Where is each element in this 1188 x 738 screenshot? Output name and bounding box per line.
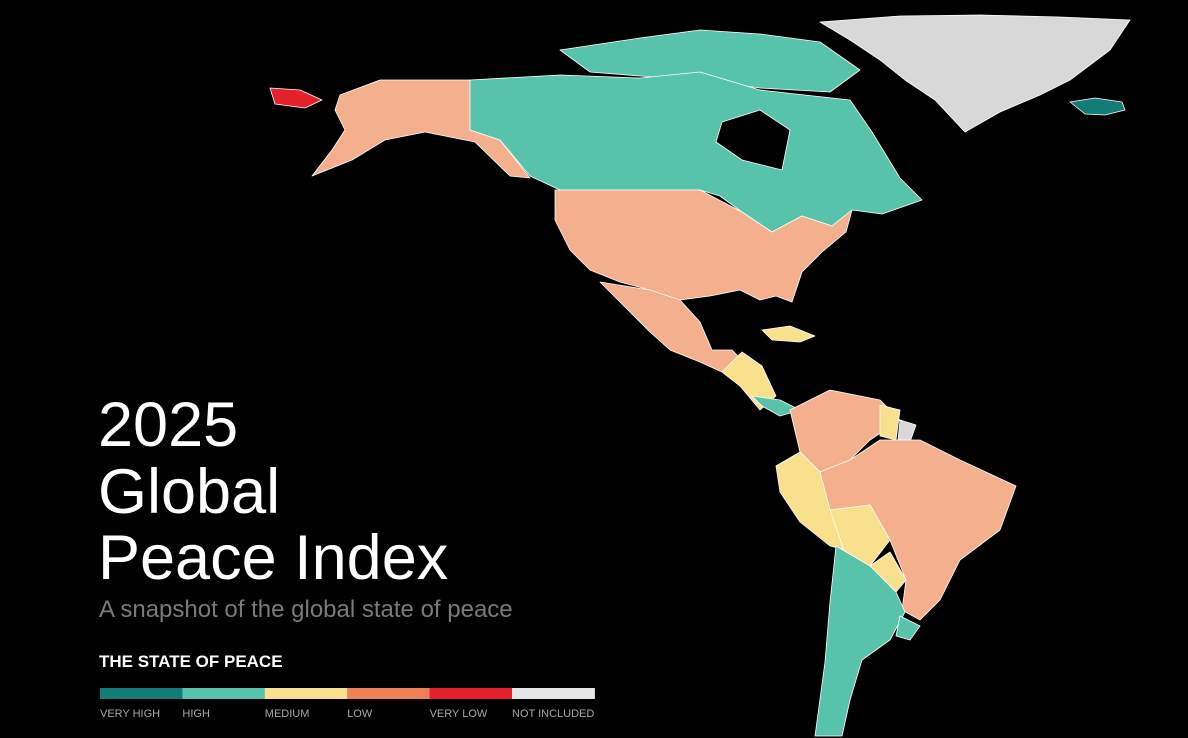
legend-swatch bbox=[347, 688, 431, 699]
greenland bbox=[819, 14, 1131, 133]
legend-swatch bbox=[182, 688, 266, 699]
title-line: Peace Index bbox=[98, 523, 448, 593]
uruguay bbox=[895, 615, 921, 641]
legend-label: NOT INCLUDED bbox=[512, 708, 594, 720]
legend-swatch bbox=[512, 688, 595, 699]
legend-swatch bbox=[100, 688, 183, 699]
subtitle: A snapshot of the global state of peace bbox=[99, 596, 513, 623]
legend-label: LOW bbox=[347, 708, 373, 720]
map bbox=[269, 14, 1131, 737]
arctic-islands bbox=[559, 29, 861, 93]
argentina-chile bbox=[814, 545, 906, 737]
iceland bbox=[1069, 97, 1126, 116]
legend-swatch bbox=[429, 688, 513, 699]
costa-rica-panama bbox=[751, 395, 801, 417]
bolivia bbox=[829, 504, 891, 567]
central-america bbox=[721, 351, 777, 411]
legend-label: MEDIUM bbox=[265, 708, 310, 720]
usa bbox=[554, 189, 853, 307]
caribbean bbox=[761, 325, 816, 343]
legend-heading: THE STATE OF PEACE bbox=[99, 652, 283, 671]
guyana bbox=[879, 404, 901, 441]
hudson-bay bbox=[715, 109, 791, 171]
legend-label: VERY HIGH bbox=[100, 708, 160, 720]
title-line: Global bbox=[98, 457, 280, 527]
legend-label: HIGH bbox=[182, 708, 210, 720]
legend: VERY HIGH HIGH MEDIUM LOW VERY LOW NOT INCLUD… bbox=[100, 688, 595, 720]
title: 2025 Global Peace Index bbox=[98, 390, 448, 593]
russia-east bbox=[269, 87, 323, 109]
legend-label: VERY LOW bbox=[430, 708, 488, 720]
legend-swatch bbox=[264, 688, 348, 699]
title-line: 2025 bbox=[98, 390, 238, 460]
